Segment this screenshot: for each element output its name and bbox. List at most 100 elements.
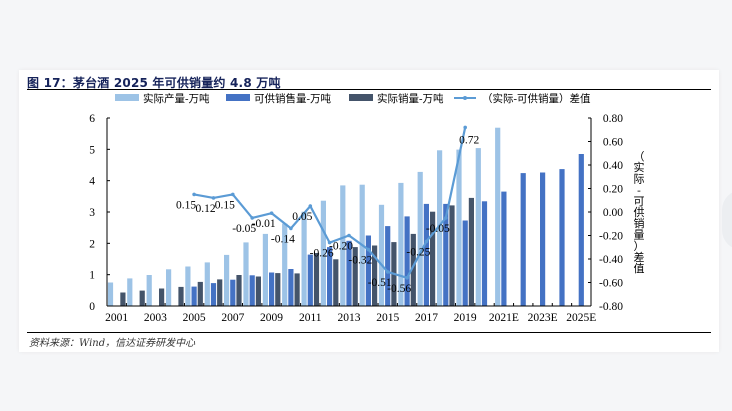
- y2-tick-label: -0.20: [599, 231, 623, 243]
- y2-axis-title-char: 值: [634, 262, 645, 275]
- bar: [540, 172, 546, 306]
- bar: [320, 200, 326, 306]
- diff-line-series: 0.15 0.12 0.15-0.05-0.01-0.140.05-0.26-0.2…: [176, 125, 480, 295]
- bar: [468, 197, 474, 306]
- bar: [282, 223, 288, 306]
- bar: [307, 254, 313, 306]
- diff-marker: [250, 216, 254, 220]
- bar: [262, 233, 268, 306]
- y2-axis-title-char: 量: [634, 228, 645, 241]
- legend-item: （实际-可供销量）差值: [454, 92, 591, 105]
- legend-swatch: [226, 94, 250, 101]
- y2-tick-label: 0.20: [603, 184, 623, 196]
- legend-swatch: [349, 94, 373, 101]
- bar: [501, 191, 507, 306]
- diff-data-label: -0.05: [426, 223, 450, 235]
- x-tick-label: 2003: [144, 312, 167, 324]
- bar: [352, 247, 358, 306]
- diff-marker: [308, 204, 313, 208]
- diff-data-label: -0.51: [368, 277, 392, 289]
- diff-marker: [327, 240, 332, 245]
- bar: [559, 169, 565, 306]
- diff-marker: [347, 233, 351, 238]
- bar: [313, 253, 320, 306]
- bar: [430, 211, 436, 306]
- y2-axis-title-char: -: [637, 185, 641, 197]
- bar: [346, 240, 352, 306]
- page-side-handle: [722, 190, 732, 250]
- diff-marker: [463, 125, 468, 130]
- diff-marker: [211, 196, 216, 200]
- diff-marker: [385, 270, 390, 274]
- y-tick-label: 3: [89, 207, 95, 219]
- legend-label: （实际-可供销量）差值: [482, 92, 591, 105]
- bar: [120, 292, 126, 306]
- y2-axis-title-char: ）: [634, 240, 645, 253]
- x-tick-label: 2013: [338, 312, 361, 324]
- bar: [185, 266, 191, 306]
- x-tick-label: 2007: [221, 312, 244, 324]
- diff-marker: [269, 211, 274, 215]
- x-tick-label: 2023E: [528, 312, 558, 324]
- x-tick-label: 2001: [105, 312, 128, 324]
- x-tick-label: 2025E: [566, 312, 596, 324]
- diff-marker: [405, 276, 409, 280]
- bar: [288, 269, 294, 306]
- y-tick-label: 2: [89, 238, 95, 250]
- y2-axis-title-char: 供: [634, 205, 645, 219]
- bar: [224, 254, 230, 306]
- y2-axis-title-char: （: [634, 150, 645, 163]
- x-tick-label: 2019: [454, 312, 477, 324]
- diff-data-label: 0.12: [195, 203, 215, 215]
- bar: [230, 279, 236, 306]
- x-tick-label: 2021E: [489, 312, 519, 324]
- y2-tick-label: 0.00: [603, 207, 623, 219]
- y-tick-label: 0: [89, 301, 95, 313]
- diff-data-label: -0.32: [348, 255, 372, 267]
- diff-data-label: -0.01: [252, 218, 276, 230]
- bar: [178, 286, 184, 306]
- bar: [437, 150, 443, 306]
- bar: [404, 216, 410, 306]
- bar: [417, 171, 423, 306]
- bar: [443, 203, 449, 306]
- bar: [333, 259, 339, 306]
- diff-marker: [424, 239, 429, 244]
- y2-tick-label: -0.80: [599, 301, 623, 313]
- bar: [385, 226, 391, 306]
- y2-tick-label: 0.60: [603, 137, 623, 149]
- figure-title: 图 17：茅台酒 2025 年可供销量约 4.8 万吨: [27, 76, 281, 90]
- bar: [495, 127, 501, 306]
- diff-marker: [192, 192, 196, 197]
- y2-tick-label: -0.60: [599, 278, 623, 290]
- diff-data-label: 0.15: [215, 199, 235, 211]
- bar: [372, 245, 378, 306]
- bar: [191, 286, 197, 306]
- source-rule: [27, 332, 711, 333]
- bar: [107, 282, 114, 306]
- bar: [236, 275, 242, 306]
- y2-tick-label: 0.40: [603, 160, 623, 172]
- bar: [127, 278, 133, 306]
- y2-axis-title-char: 实: [634, 160, 645, 174]
- bar: [520, 173, 526, 306]
- bar: [166, 269, 172, 306]
- x-tick-label: 2015: [376, 312, 399, 324]
- y-tick-label: 5: [89, 144, 95, 156]
- diff-data-label: -0.26: [310, 248, 334, 260]
- y2-axis-title-char: 际: [634, 172, 645, 185]
- bar: [578, 154, 584, 306]
- bar: [456, 149, 462, 306]
- bar: [340, 185, 346, 306]
- legend-label: 实际产量-万吨: [143, 92, 210, 105]
- bar: [204, 262, 210, 306]
- bar: [398, 182, 404, 306]
- bar: [210, 283, 217, 306]
- diff-data-label: -0.56: [387, 283, 411, 295]
- diff-data-label: 0.15: [176, 199, 196, 211]
- title-rule: [27, 89, 711, 90]
- bar: [481, 201, 488, 306]
- diff-marker: [289, 226, 293, 231]
- bar: [249, 275, 255, 306]
- bar: [146, 275, 152, 306]
